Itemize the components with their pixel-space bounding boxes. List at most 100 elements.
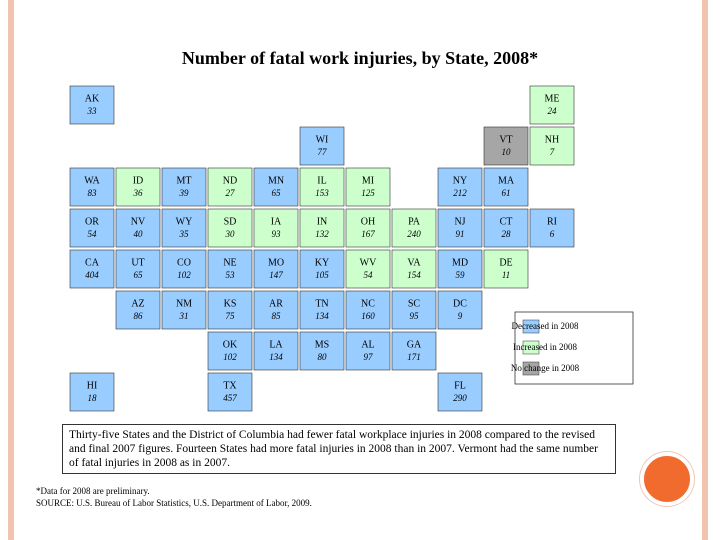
state xyxy=(345,208,391,248)
state-value: 35 xyxy=(179,229,190,239)
footnote: SOURCE: U.S. Bureau of Labor Statistics,… xyxy=(36,498,312,508)
state xyxy=(115,208,161,248)
state-abbr: OK xyxy=(223,339,238,350)
state-value: 59 xyxy=(456,270,466,280)
state xyxy=(437,167,483,207)
state-value: 85 xyxy=(272,311,282,321)
state-value: 147 xyxy=(269,270,283,280)
state-value: 171 xyxy=(407,352,421,362)
state-value: 86 xyxy=(134,311,144,321)
state xyxy=(69,372,115,412)
note: Thirty-five States and the District of C… xyxy=(62,424,616,474)
state-value: 134 xyxy=(269,352,283,362)
state-abbr: OH xyxy=(361,216,375,227)
state-value: 290 xyxy=(453,393,467,403)
state-value: 404 xyxy=(85,270,99,280)
state-value: 61 xyxy=(502,188,511,198)
state xyxy=(345,167,391,207)
slide-border xyxy=(8,0,708,540)
state-value: 134 xyxy=(315,311,329,321)
state-abbr: WA xyxy=(84,175,100,186)
state xyxy=(115,167,161,207)
state xyxy=(299,249,345,289)
state-value: 97 xyxy=(364,352,374,362)
state-value: 54 xyxy=(88,229,98,239)
state-value: 212 xyxy=(453,188,467,198)
state-abbr: MN xyxy=(268,175,284,186)
state-abbr: MI xyxy=(362,175,374,186)
state xyxy=(69,85,115,125)
state-value: 167 xyxy=(361,229,375,239)
state-abbr: LA xyxy=(269,339,283,350)
state-abbr: CO xyxy=(177,257,191,268)
state-abbr: KY xyxy=(315,257,329,268)
state xyxy=(529,208,575,248)
legend-swatch xyxy=(522,319,540,334)
state-value: 457 xyxy=(223,393,237,403)
state-abbr: AR xyxy=(269,298,283,309)
state-abbr: KS xyxy=(224,298,237,309)
state-abbr: MT xyxy=(177,175,192,186)
state-abbr: FL xyxy=(454,380,466,391)
state-abbr: DE xyxy=(499,257,512,268)
state xyxy=(437,208,483,248)
state xyxy=(207,167,253,207)
state-abbr: NJ xyxy=(454,216,465,227)
map: AK 33 ME 24 WI 77 VT 10 NH 7 WA 83 ID 36 MT 39 ND 27 MN 65 I… xyxy=(69,85,634,412)
state xyxy=(299,167,345,207)
state xyxy=(345,249,391,289)
state-value: 9 xyxy=(458,311,463,321)
state-abbr: WI xyxy=(316,134,329,145)
state-abbr: AK xyxy=(85,93,100,104)
state xyxy=(253,167,299,207)
state-abbr: WY xyxy=(176,216,193,227)
state-abbr: AL xyxy=(361,339,374,350)
footnote: *Data for 2008 are preliminary. xyxy=(36,486,150,496)
state-value: 65 xyxy=(272,188,282,198)
state-value: 75 xyxy=(226,311,236,321)
state-value: 39 xyxy=(179,188,190,198)
state-value: 95 xyxy=(410,311,420,321)
legend-swatch xyxy=(522,361,540,376)
state xyxy=(69,208,115,248)
state-abbr: MA xyxy=(498,175,515,186)
state xyxy=(299,208,345,248)
state-abbr: NY xyxy=(453,175,467,186)
state-value: 105 xyxy=(315,270,329,280)
state-value: 83 xyxy=(88,188,98,198)
state-abbr: TX xyxy=(223,380,237,391)
state-value: 11 xyxy=(502,270,510,280)
state xyxy=(207,372,253,412)
state xyxy=(345,290,391,330)
state-value: 65 xyxy=(134,270,144,280)
state xyxy=(253,331,299,371)
state-abbr: AZ xyxy=(131,298,144,309)
state-abbr: HI xyxy=(87,380,98,391)
state-abbr: NE xyxy=(223,257,236,268)
state-abbr: NM xyxy=(176,298,192,309)
state-value: 91 xyxy=(456,229,465,239)
state xyxy=(483,208,529,248)
state-abbr: ND xyxy=(223,175,237,186)
state xyxy=(161,249,207,289)
state xyxy=(253,208,299,248)
state-abbr: NH xyxy=(545,134,559,145)
state-value: 80 xyxy=(318,352,328,362)
state-value: 30 xyxy=(225,229,236,239)
state-abbr: ME xyxy=(545,93,560,104)
state-abbr: MS xyxy=(315,339,329,350)
state-value: 6 xyxy=(550,229,555,239)
map-title: Number of fatal work injuries, by State,… xyxy=(181,48,539,68)
state-value: 18 xyxy=(88,393,98,403)
state-value: 102 xyxy=(223,352,237,362)
state-abbr: VA xyxy=(407,257,421,268)
state-abbr: IN xyxy=(317,216,328,227)
state xyxy=(391,208,437,248)
state xyxy=(483,126,529,166)
state-abbr: VT xyxy=(499,134,512,145)
state xyxy=(207,249,253,289)
state-abbr: DC xyxy=(453,298,467,309)
state xyxy=(207,208,253,248)
state-abbr: IL xyxy=(317,175,326,186)
